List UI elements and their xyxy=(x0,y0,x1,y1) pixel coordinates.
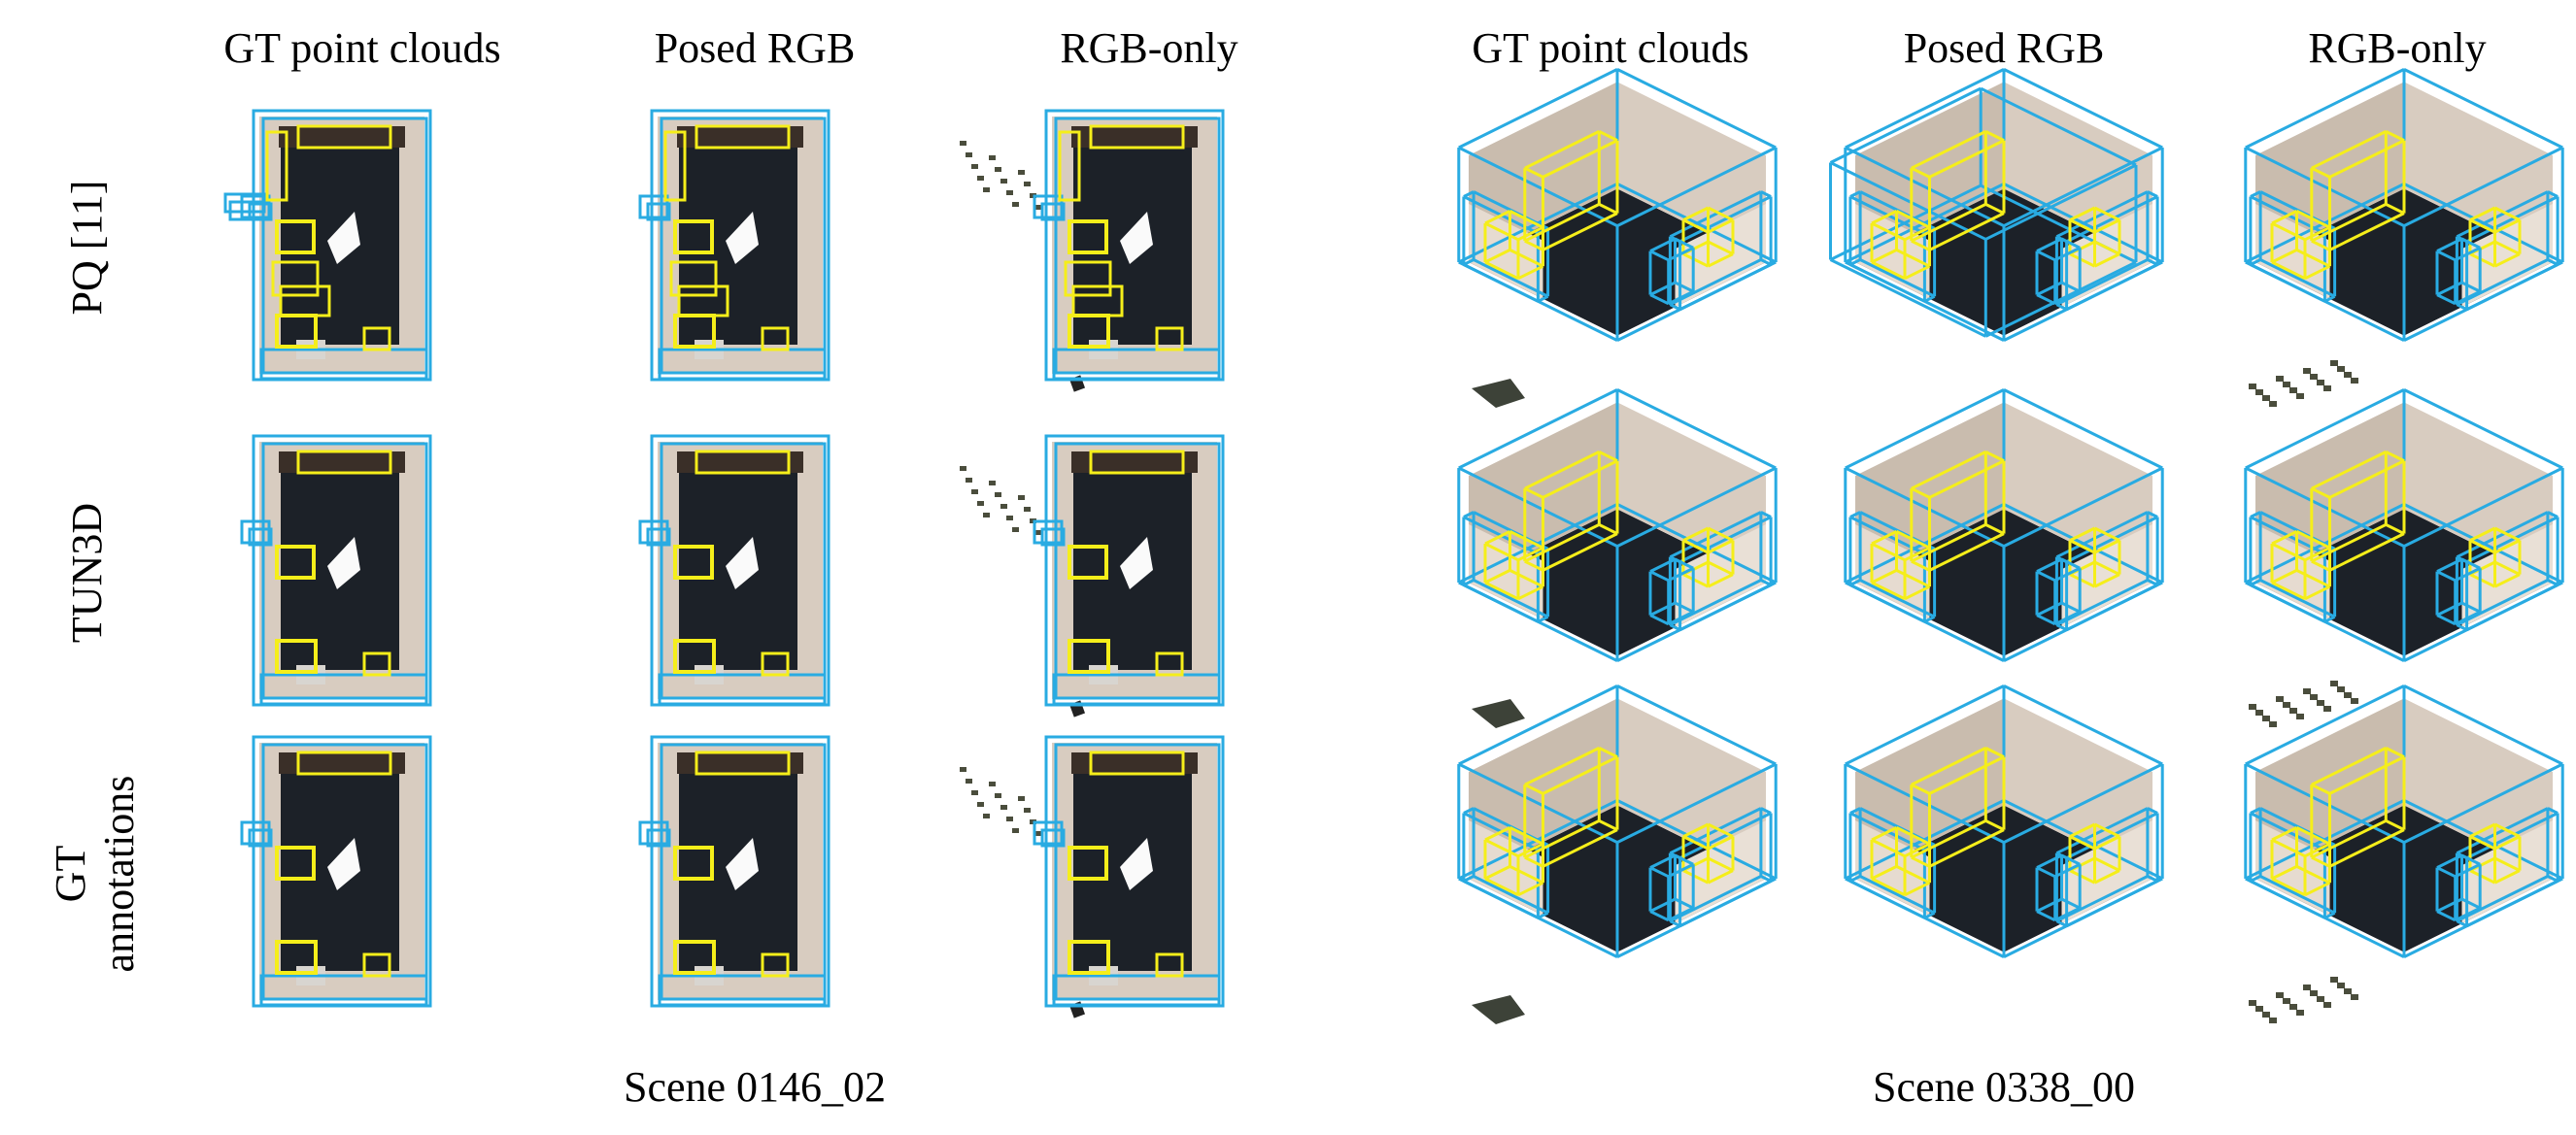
scene-0146-panel-r1-c1 xyxy=(638,434,830,707)
scene-0146-panel-r1-c0 xyxy=(240,434,432,707)
scene-0338-panel-r0-c0 xyxy=(1457,68,1778,408)
scene-0338-panel-r2-c1 xyxy=(1844,684,2164,958)
scene-label-left: Scene 0146_02 xyxy=(623,1063,887,1111)
column-title-gt-point-clouds-left: GT point clouds xyxy=(223,24,501,72)
column-title-posed-rgb-right: Posed RGB xyxy=(1903,24,2105,72)
scene-label-right: Scene 0338_00 xyxy=(1872,1063,2136,1111)
scene-0146-panel-r0-c1 xyxy=(638,109,830,382)
column-title-rgb-only-right: RGB-only xyxy=(2308,24,2487,72)
scene-0146-panel-r2-c2 xyxy=(960,735,1225,1018)
scene-0338-panel-r2-c2 xyxy=(2244,684,2564,1023)
scene-0338-panel-r0-c2 xyxy=(2244,68,2564,407)
column-title-rgb-only-left: RGB-only xyxy=(1060,24,1238,72)
scene-0146-panel-r0-c2 xyxy=(960,109,1225,392)
scene-0338-panel-r2-c0 xyxy=(1457,684,1778,1024)
scene-0338-panel-r1-c1 xyxy=(1844,388,2164,662)
scene-0338-panel-r1-c0 xyxy=(1457,388,1778,728)
scene-0146-panel-r1-c2 xyxy=(960,434,1225,718)
column-title-posed-rgb-left: Posed RGB xyxy=(654,24,856,72)
scene-0146-panel-r2-c1 xyxy=(638,735,830,1008)
scene-0146-panel-r2-c0 xyxy=(240,735,432,1008)
scene-0338-panel-r1-c2 xyxy=(2244,388,2564,727)
scene-0338-panel-r0-c1 xyxy=(1829,68,2164,342)
column-title-gt-point-clouds-right: GT point clouds xyxy=(1472,24,1749,72)
scene-0146-panel-r0-c0 xyxy=(223,109,432,382)
